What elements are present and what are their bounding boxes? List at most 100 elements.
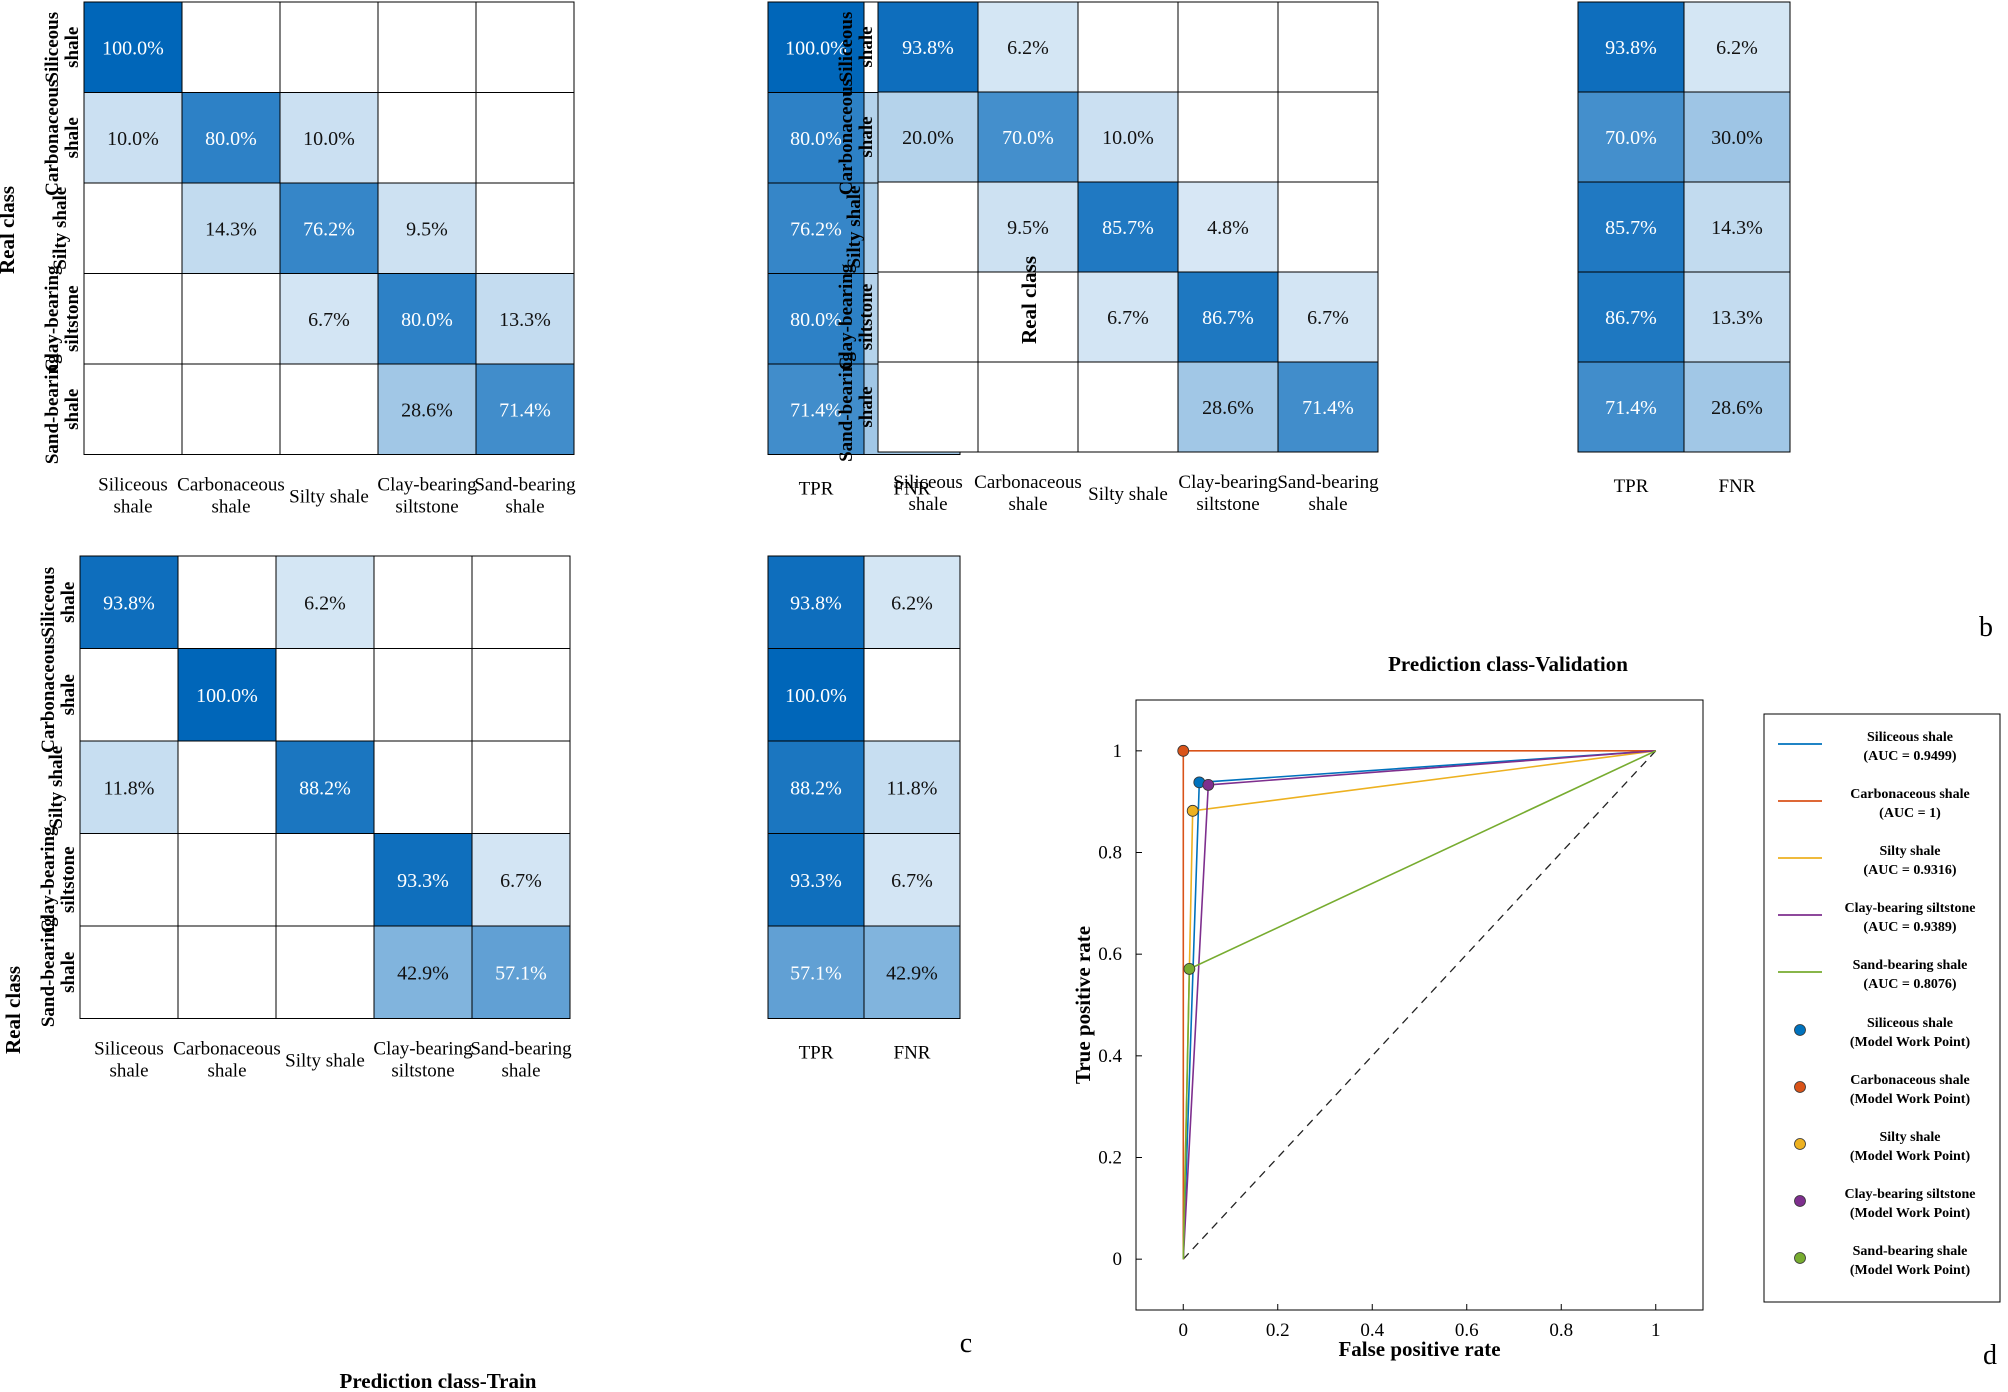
matrix-cell bbox=[83, 363, 183, 455]
matrix-cell-value: 14.3% bbox=[205, 218, 257, 240]
legend-point-swatch bbox=[1794, 1081, 1806, 1093]
matrix-cell-value: 42.9% bbox=[397, 962, 449, 984]
y-tick-label: Silty shale bbox=[46, 746, 67, 829]
x-tick-label: Clay-bearing bbox=[373, 1039, 473, 1060]
matrix-cell bbox=[177, 555, 277, 649]
rate-cell-value: 76.2% bbox=[790, 218, 842, 240]
matrix-cell bbox=[79, 740, 179, 834]
matrix-cell-value: 93.8% bbox=[103, 592, 155, 614]
matrix-cell bbox=[877, 1, 979, 93]
legend-work-point: (Model Work Point) bbox=[1850, 1263, 1971, 1278]
legend-label: Siliceous shale bbox=[1867, 1016, 1953, 1031]
matrix-cell bbox=[877, 91, 979, 183]
matrix-cell-value: 93.8% bbox=[902, 37, 954, 59]
rate-cell bbox=[1683, 181, 1791, 273]
matrix-cell bbox=[1177, 1, 1279, 93]
legend-point-swatch bbox=[1794, 1024, 1806, 1036]
matrix-cell bbox=[79, 833, 179, 927]
y-tick-label: shale bbox=[62, 117, 83, 158]
rate-cell-value: 93.8% bbox=[790, 592, 842, 614]
rate-cell-value: 42.9% bbox=[886, 962, 938, 984]
rate-cell-value: 71.4% bbox=[790, 399, 842, 421]
matrix-cell-value: 80.0% bbox=[401, 309, 453, 331]
matrix-cell bbox=[181, 182, 281, 274]
rate-cell bbox=[863, 648, 961, 742]
matrix-cell-value: 13.3% bbox=[499, 309, 551, 331]
matrix-cell bbox=[373, 833, 473, 927]
legend-point-swatch bbox=[1794, 1138, 1806, 1150]
matrix-cell bbox=[471, 648, 571, 742]
rate-cell bbox=[767, 363, 865, 455]
legend-auc: (AUC = 1) bbox=[1879, 806, 1941, 821]
matrix-cell bbox=[1277, 361, 1379, 453]
matrix-cell bbox=[977, 91, 1079, 183]
matrix-cell-value: 6.2% bbox=[304, 592, 346, 614]
x-tick-label: Siliceous bbox=[98, 475, 168, 496]
matrix-cell bbox=[181, 363, 281, 455]
x-tick-label: shale bbox=[501, 1061, 540, 1082]
matrix-cell-value: 9.5% bbox=[1007, 217, 1049, 239]
y-axis-title: True positive rate bbox=[1071, 926, 1095, 1084]
rate-cell-value: 93.3% bbox=[790, 870, 842, 892]
y-tick-label: siltstone bbox=[856, 284, 877, 351]
matrix-cell bbox=[279, 92, 379, 184]
matrix-cell bbox=[177, 740, 277, 834]
y-tick-label: Silty shale bbox=[50, 187, 71, 270]
matrix-cell bbox=[181, 1, 281, 93]
matrix-cell-value: 6.7% bbox=[1307, 307, 1349, 329]
y-tick-label: Clay-bearing bbox=[42, 265, 63, 372]
y-tick-label: Clay-bearing bbox=[38, 826, 59, 933]
matrix-cell-value: 6.7% bbox=[1107, 307, 1149, 329]
legend-point-swatch bbox=[1794, 1195, 1806, 1207]
matrix-cell-value: 71.4% bbox=[1302, 397, 1354, 419]
matrix-cell-value: 80.0% bbox=[205, 128, 257, 150]
matrix-cell-value: 9.5% bbox=[406, 218, 448, 240]
y-tick-label: Siliceous bbox=[42, 12, 63, 83]
y-tick-label: Siliceous bbox=[38, 567, 59, 638]
x-tick-label: 1 bbox=[1651, 1320, 1661, 1341]
x-tick-label: Sand-bearing bbox=[474, 475, 576, 496]
matrix-cell-value: 93.3% bbox=[397, 870, 449, 892]
rate-cell bbox=[767, 273, 865, 365]
y-tick-label: 1 bbox=[1113, 741, 1123, 762]
matrix-cell bbox=[181, 92, 281, 184]
matrix-cell bbox=[877, 271, 979, 363]
y-tick-label: 0.8 bbox=[1098, 843, 1122, 864]
rate-cell-value: 57.1% bbox=[790, 962, 842, 984]
matrix-cell bbox=[83, 1, 183, 93]
matrix-cell bbox=[275, 925, 375, 1019]
rate-column-label: FNR bbox=[894, 479, 931, 500]
rate-column-label: TPR bbox=[1614, 476, 1649, 497]
legend-label: Carbonaceous shale bbox=[1850, 1073, 1969, 1088]
legend-work-point: (Model Work Point) bbox=[1850, 1149, 1971, 1164]
rate-cell bbox=[863, 833, 961, 927]
matrix-cell-value: 4.8% bbox=[1207, 217, 1249, 239]
matrix-cell bbox=[373, 648, 473, 742]
matrix-cell-value: 71.4% bbox=[499, 399, 551, 421]
panel-letter: c bbox=[960, 1328, 972, 1359]
rate-cell-value: 100.0% bbox=[785, 685, 847, 707]
rate-cell-value: 88.2% bbox=[790, 777, 842, 799]
x-axis-title: False positive rate bbox=[1338, 1337, 1500, 1361]
matrix-cell bbox=[177, 833, 277, 927]
y-tick-label: shale bbox=[58, 674, 79, 715]
y-axis-title: Real class bbox=[1017, 256, 1041, 344]
work-point-marker bbox=[1183, 963, 1196, 975]
rate-cell-value: 14.3% bbox=[1711, 217, 1763, 239]
rate-cell-value: 6.2% bbox=[891, 592, 933, 614]
legend-auc: (AUC = 0.9499) bbox=[1863, 749, 1956, 764]
x-axis-title: Prediction class-Train bbox=[340, 1369, 537, 1392]
x-tick-label: 0.8 bbox=[1549, 1320, 1573, 1341]
rate-cell-value: 13.3% bbox=[1711, 307, 1763, 329]
legend-label: Clay-bearing siltstone bbox=[1844, 1187, 1975, 1202]
matrix-cell bbox=[79, 648, 179, 742]
matrix-cell bbox=[1177, 91, 1279, 183]
y-axis-title: Real class bbox=[1, 966, 25, 1054]
y-tick-label: Carbonaceous bbox=[836, 79, 857, 195]
legend-label: Sand-bearing shale bbox=[1853, 1244, 1968, 1259]
panel-letter: b bbox=[1979, 612, 1993, 643]
matrix-cell bbox=[471, 740, 571, 834]
rate-cell bbox=[1577, 271, 1685, 363]
matrix-cell-value: 6.7% bbox=[500, 870, 542, 892]
